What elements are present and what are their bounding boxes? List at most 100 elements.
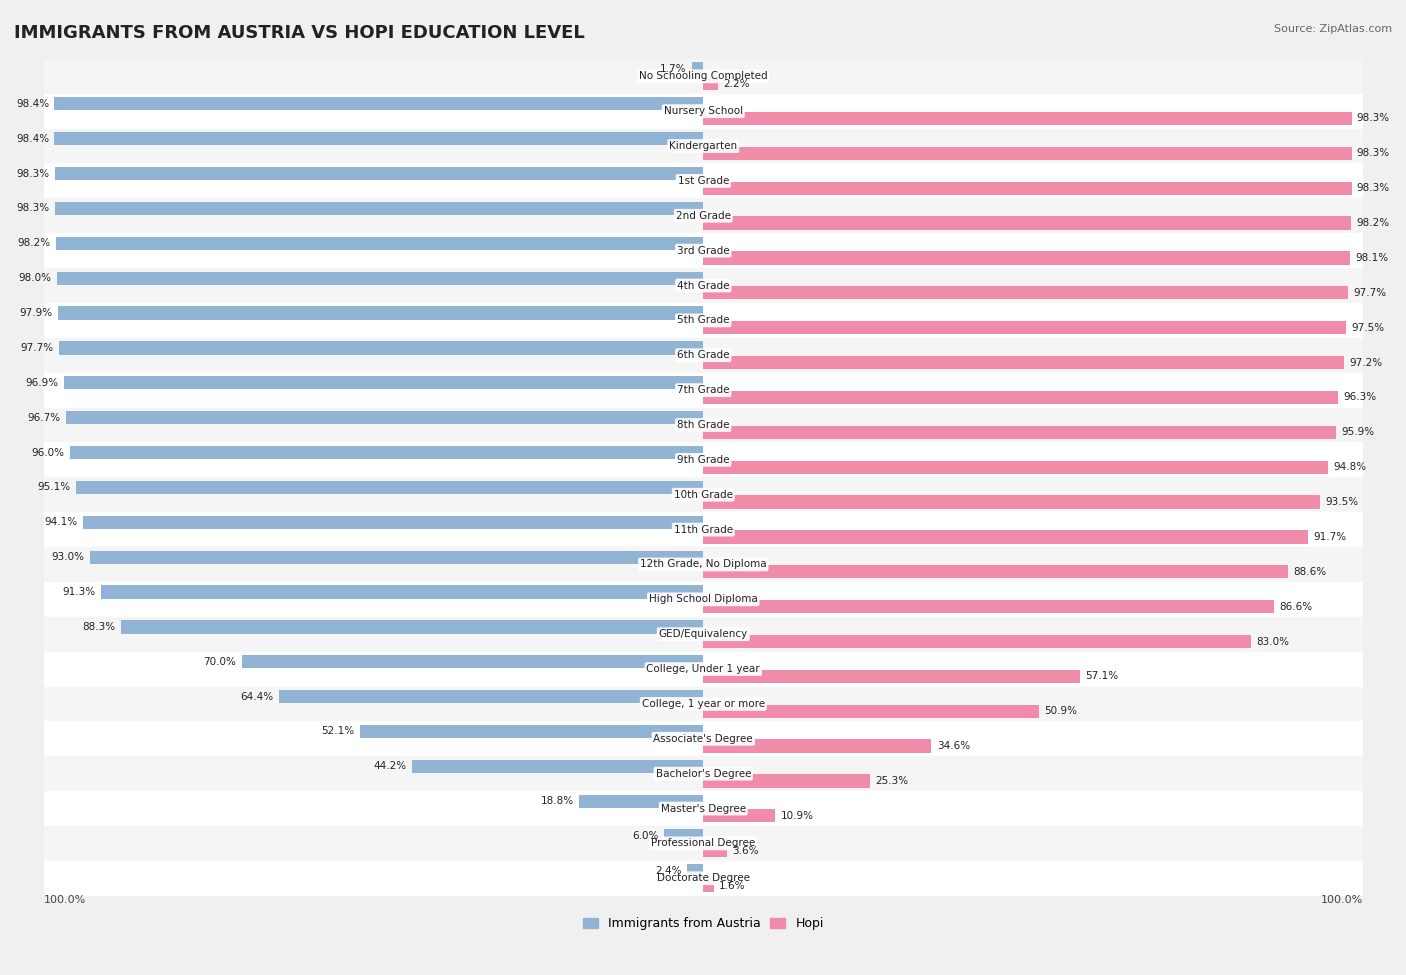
Text: 98.3%: 98.3%	[1357, 183, 1391, 193]
Bar	[44, 861, 1362, 896]
Bar	[703, 252, 1350, 264]
Text: 95.1%: 95.1%	[38, 483, 70, 492]
Text: College, Under 1 year: College, Under 1 year	[647, 664, 761, 674]
Text: 98.4%: 98.4%	[15, 98, 49, 109]
Text: 98.3%: 98.3%	[17, 169, 49, 178]
Bar	[44, 58, 1362, 94]
Text: 97.7%: 97.7%	[21, 343, 53, 353]
Text: 5th Grade: 5th Grade	[678, 315, 730, 326]
Bar	[703, 216, 1351, 230]
Text: GED/Equivalency: GED/Equivalency	[658, 629, 748, 640]
Text: 3rd Grade: 3rd Grade	[676, 246, 730, 255]
Text: Nursery School: Nursery School	[664, 106, 742, 116]
Text: 2.2%: 2.2%	[723, 79, 749, 89]
Bar	[664, 830, 703, 842]
Text: 6th Grade: 6th Grade	[678, 350, 730, 360]
Text: 1st Grade: 1st Grade	[678, 176, 728, 186]
Bar	[101, 585, 703, 599]
Text: Doctorate Degree: Doctorate Degree	[657, 874, 749, 883]
Text: 70.0%: 70.0%	[204, 657, 236, 667]
Text: 3.6%: 3.6%	[733, 845, 759, 856]
Bar	[703, 739, 931, 753]
Bar	[70, 446, 703, 459]
Bar	[703, 774, 870, 788]
Text: 6.0%: 6.0%	[633, 831, 658, 841]
Bar	[65, 376, 703, 389]
Bar	[703, 530, 1308, 543]
Bar	[703, 566, 1288, 578]
Text: 97.2%: 97.2%	[1350, 358, 1382, 368]
Bar	[44, 129, 1362, 164]
Bar	[360, 724, 703, 738]
Text: 100.0%: 100.0%	[1320, 895, 1362, 905]
Bar	[44, 443, 1362, 478]
Text: 98.0%: 98.0%	[18, 273, 52, 283]
Bar	[44, 372, 1362, 408]
Text: 98.3%: 98.3%	[17, 204, 49, 214]
Bar	[58, 272, 703, 285]
Bar	[703, 181, 1351, 195]
Text: 1.7%: 1.7%	[661, 64, 686, 74]
Text: 2.4%: 2.4%	[655, 866, 682, 876]
Bar	[692, 62, 703, 76]
Text: 25.3%: 25.3%	[876, 776, 908, 786]
Text: 12th Grade, No Diploma: 12th Grade, No Diploma	[640, 560, 766, 569]
Text: 10th Grade: 10th Grade	[673, 489, 733, 500]
Bar	[44, 547, 1362, 582]
Bar	[76, 481, 703, 494]
Bar	[579, 795, 703, 808]
Text: Kindergarten: Kindergarten	[669, 141, 737, 151]
Text: 96.3%: 96.3%	[1344, 393, 1376, 403]
Bar	[44, 233, 1362, 268]
Bar	[278, 690, 703, 703]
Text: 98.4%: 98.4%	[15, 134, 49, 143]
Text: 96.0%: 96.0%	[32, 448, 65, 457]
Text: No Schooling Completed: No Schooling Completed	[638, 71, 768, 81]
Bar	[55, 98, 703, 110]
Text: 18.8%: 18.8%	[541, 797, 574, 806]
Text: 57.1%: 57.1%	[1085, 672, 1118, 682]
Text: 50.9%: 50.9%	[1045, 706, 1077, 717]
Bar	[44, 617, 1362, 651]
Text: Master's Degree: Master's Degree	[661, 803, 745, 813]
Bar	[703, 635, 1251, 648]
Legend: Immigrants from Austria, Hopi: Immigrants from Austria, Hopi	[578, 913, 828, 935]
Bar	[688, 864, 703, 878]
Bar	[44, 651, 1362, 686]
Bar	[44, 512, 1362, 547]
Text: 96.9%: 96.9%	[25, 377, 59, 388]
Bar	[44, 478, 1362, 512]
Text: 52.1%: 52.1%	[321, 726, 354, 736]
Bar	[703, 879, 714, 892]
Text: 44.2%: 44.2%	[374, 761, 406, 771]
Text: 83.0%: 83.0%	[1256, 637, 1289, 646]
Bar	[703, 426, 1336, 439]
Text: Associate's Degree: Associate's Degree	[654, 734, 754, 744]
Bar	[703, 495, 1320, 509]
Bar	[703, 670, 1080, 683]
Bar	[44, 408, 1362, 443]
Bar	[44, 268, 1362, 303]
Bar	[44, 722, 1362, 757]
Text: 88.6%: 88.6%	[1294, 566, 1326, 577]
Bar	[83, 516, 703, 528]
Text: 95.9%: 95.9%	[1341, 427, 1374, 438]
Text: 64.4%: 64.4%	[240, 691, 273, 702]
Bar	[44, 303, 1362, 337]
Bar	[44, 582, 1362, 617]
Text: 98.3%: 98.3%	[1357, 113, 1391, 124]
Bar	[66, 411, 703, 424]
Bar	[703, 705, 1039, 718]
Text: College, 1 year or more: College, 1 year or more	[641, 699, 765, 709]
Bar	[55, 167, 703, 180]
Text: 97.5%: 97.5%	[1351, 323, 1385, 332]
Bar	[703, 391, 1339, 404]
Text: Source: ZipAtlas.com: Source: ZipAtlas.com	[1274, 24, 1392, 34]
Bar	[59, 341, 703, 355]
Bar	[121, 620, 703, 634]
Text: 98.2%: 98.2%	[17, 238, 51, 249]
Text: 7th Grade: 7th Grade	[678, 385, 730, 395]
Text: 91.3%: 91.3%	[63, 587, 96, 597]
Bar	[703, 809, 775, 823]
Text: 8th Grade: 8th Grade	[678, 420, 730, 430]
